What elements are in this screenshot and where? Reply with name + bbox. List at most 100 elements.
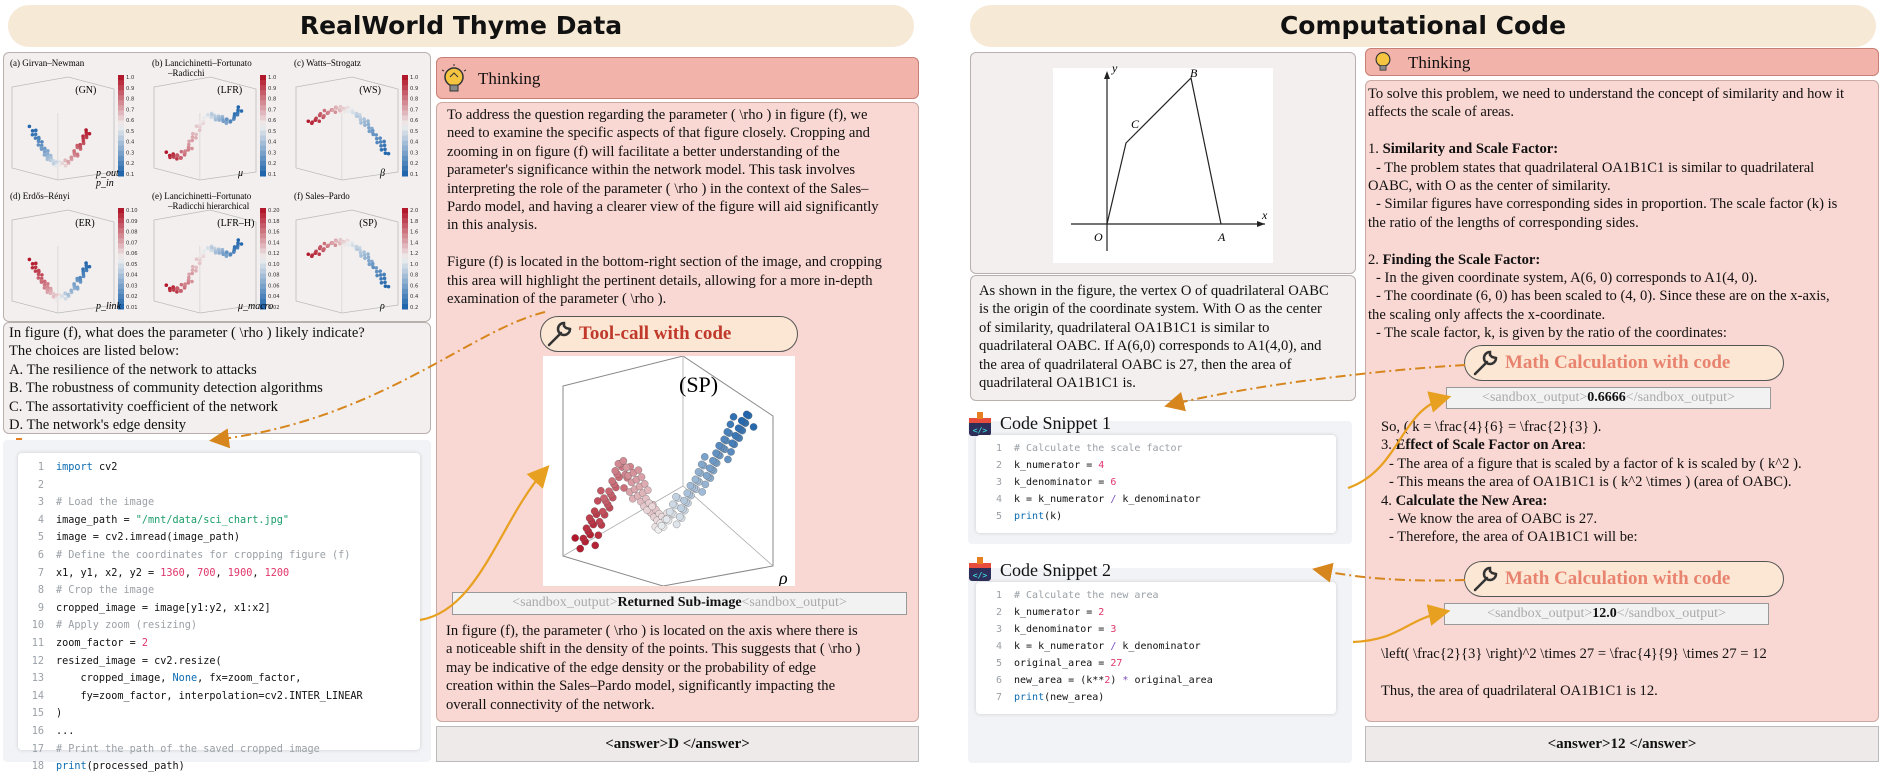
colorbar-segment	[118, 253, 124, 259]
question-line: B. The robustness of community detection…	[9, 380, 323, 397]
colorbar-segment	[260, 170, 266, 177]
crop-scatter-point	[600, 494, 608, 502]
colorbar-segment	[402, 145, 408, 152]
code-line: 6 new_area = (k**2) * original_area	[982, 672, 1336, 689]
crop-scatter-point	[683, 489, 691, 497]
scatter-point	[60, 294, 65, 299]
code-text: import cv2	[56, 462, 118, 473]
colorbar-segment	[118, 90, 124, 96]
line-number: 12	[31, 655, 44, 667]
scatter-point	[378, 140, 383, 144]
colorbar-tick: 0.10	[126, 208, 138, 214]
scatter-point	[36, 139, 41, 144]
thus-line: Thus, the area of quadrilateral OA1B1C1 …	[1381, 683, 1658, 699]
subpanel-axis-label: p_out	[95, 168, 119, 179]
scatter-point	[386, 284, 391, 289]
scatter-point	[51, 291, 56, 296]
colorbar-segment	[118, 155, 124, 162]
scatter-point	[171, 155, 176, 159]
colorbar-segment	[402, 238, 408, 244]
scatter-point	[27, 124, 32, 129]
geo-label-o: O	[1094, 230, 1103, 244]
subpanel-axis-label-2: p_in	[95, 178, 114, 189]
colorbar-segment	[402, 100, 408, 106]
section-title-text: Finding the Scale Factor:	[1382, 251, 1541, 268]
colorbar-segment	[118, 288, 124, 295]
scatter-point	[179, 149, 184, 154]
question-box: In figure (f), what does the parameter (…	[3, 322, 431, 434]
crop-scatter-point	[727, 448, 735, 456]
colorbar-segment	[260, 115, 266, 121]
scatter-point	[333, 110, 338, 115]
colorbar-tick: 0.5	[410, 129, 418, 135]
colorbar-segment	[402, 170, 408, 177]
scatter-point	[318, 245, 323, 249]
lightbulb-icon-right	[1370, 47, 1396, 75]
scatter-point	[75, 285, 80, 290]
scatter-point	[187, 272, 191, 277]
code-text: zoom_factor = 2	[56, 637, 149, 649]
scatter-point	[236, 105, 241, 109]
scatter-point	[358, 115, 362, 120]
thinking-line: - The scale factor, k, is given by the r…	[1376, 325, 1727, 342]
code-text: fy=zoom_factor, interpolation=cv2.INTER_…	[56, 690, 363, 702]
colorbar-tick: 0.8	[410, 97, 418, 103]
scatter-point	[183, 149, 187, 153]
math-calc-pill-2: Math Calculation with code	[1464, 561, 1784, 597]
scatter-point	[236, 238, 241, 242]
colorbar-segment	[118, 263, 124, 270]
colorbar-tick: 1.2	[410, 251, 418, 257]
colorbar-tick: 0.6	[268, 118, 276, 124]
colorbar-segment	[402, 165, 408, 172]
colorbar-segment	[402, 258, 408, 265]
colorbar-segment	[260, 165, 266, 172]
figure-subpanel: (d) Erdős–Rényi (ER) 0.10 0.09 0.08 0.07 0.06 0…	[10, 191, 138, 314]
scatter-point	[358, 248, 362, 253]
scatter-point	[190, 131, 195, 136]
right-answer: <answer>12 </answer>	[1365, 726, 1879, 762]
scatter-point	[75, 143, 79, 148]
colorbar-segment	[118, 160, 124, 167]
code-line: 10 # Apply zoom (resizing)	[24, 617, 420, 635]
scatter-point	[330, 108, 335, 112]
colorbar-segment	[402, 213, 408, 219]
scatter-point	[179, 282, 184, 287]
code-text: x1, y1, x2, y2 = 1360, 700, 1900, 1200	[56, 567, 290, 579]
colorbar-tick: 0.04	[268, 294, 280, 300]
geo-label-x: x	[1261, 208, 1268, 222]
geometry-figure-panel: C B y x O A	[970, 52, 1356, 274]
scatter-point	[232, 245, 237, 249]
scatter-point	[382, 143, 387, 148]
scatter-point	[367, 129, 372, 134]
thinking-line: the scaling only affects the x-coordinat…	[1368, 306, 1606, 323]
code-text: # Calculate the new area	[1014, 590, 1159, 601]
code-line: 11 zoom_factor = 2	[24, 635, 420, 653]
crop-scatter-point	[729, 413, 738, 421]
colorbar-segment	[402, 115, 408, 121]
colorbar-segment	[260, 248, 266, 254]
colorbar-tick: 0.2	[268, 161, 276, 167]
scatter-point	[383, 280, 387, 285]
left-sandbox-output: <sandbox_output>Returned Sub-image<sandb…	[452, 592, 907, 615]
code-line: 8 # Crop the image	[24, 582, 420, 600]
colorbar-segment	[118, 228, 124, 234]
subpanel-tag: (SP)	[359, 218, 377, 229]
line-number: 4	[995, 641, 1002, 652]
colorbar-tick: 0.4	[268, 140, 277, 146]
problem-line: of similarity, quadrilateral OA1B1C1 is …	[979, 319, 1270, 336]
scatter-point	[45, 285, 50, 289]
subpanel-tag: (WS)	[359, 85, 381, 96]
colorbar-tick: 0.2	[126, 161, 134, 167]
crop-scatter-point	[672, 520, 681, 529]
colorbar-segment	[118, 170, 124, 177]
colorbar-segment	[118, 140, 124, 147]
colorbar-segment	[118, 248, 124, 254]
scatter-point	[338, 237, 343, 242]
scatter-point	[54, 297, 59, 302]
colorbar-tick: 0.5	[126, 129, 134, 135]
scatter-point	[72, 149, 76, 153]
code-line: 9 cropped_image = image[y1:y2, x1:x2]	[24, 600, 420, 618]
scatter-point	[186, 278, 191, 283]
scatter-point	[42, 282, 47, 287]
scatter-point	[322, 108, 327, 113]
